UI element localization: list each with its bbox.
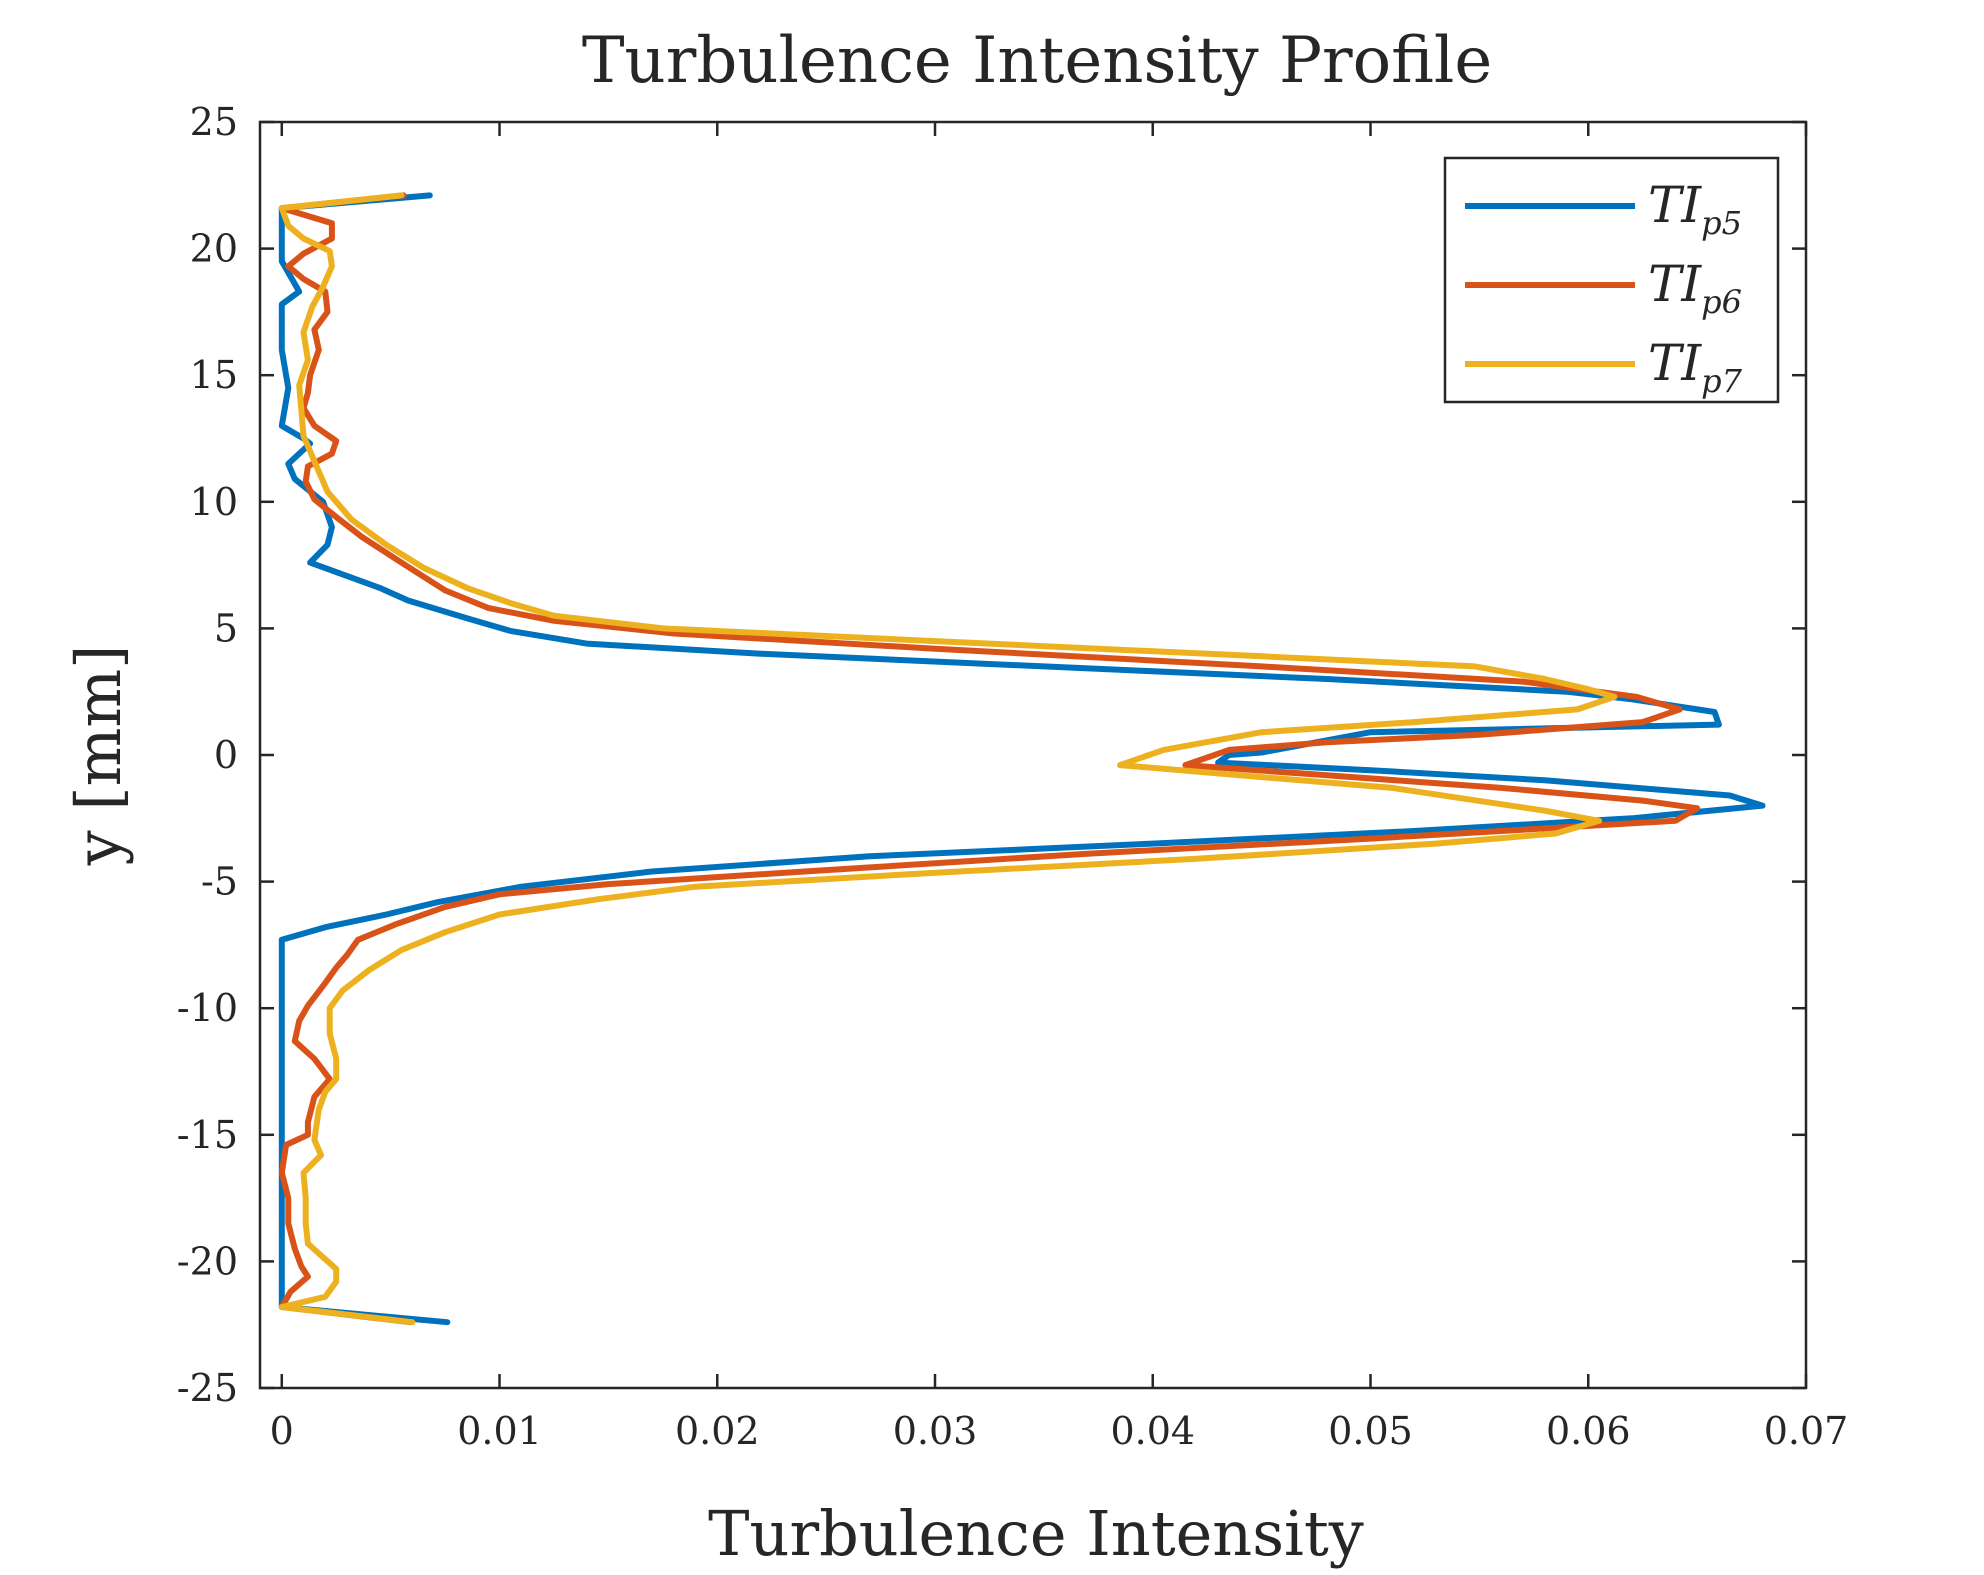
series-line-ti-p6 bbox=[278, 192, 1701, 1326]
x-tick-label: 0.07 bbox=[1764, 1409, 1849, 1453]
y-tick-label: 5 bbox=[214, 606, 238, 650]
series-lines bbox=[278, 192, 1766, 1326]
x-axis-label: Turbulence Intensity bbox=[708, 1497, 1364, 1570]
legend-label: TIp6 bbox=[1648, 255, 1742, 321]
y-tick-label: -25 bbox=[177, 1366, 238, 1410]
y-tick-label: 25 bbox=[190, 100, 238, 144]
legend-label: TIp5 bbox=[1648, 176, 1742, 242]
legend-label: TIp7 bbox=[1648, 334, 1743, 400]
y-tick-label: 20 bbox=[190, 227, 238, 271]
x-tick-label: 0.05 bbox=[1328, 1409, 1413, 1453]
x-tick-label: 0.01 bbox=[457, 1409, 542, 1453]
x-tick-label: 0 bbox=[270, 1409, 294, 1453]
y-tick-label: 0 bbox=[214, 733, 238, 777]
chart-title: Turbulence Intensity Profile bbox=[582, 24, 1492, 98]
y-tick-label: -15 bbox=[177, 1113, 238, 1157]
x-tick-label: 0.06 bbox=[1546, 1409, 1631, 1453]
x-tick-label: 0.02 bbox=[675, 1409, 760, 1453]
y-tick-label: -5 bbox=[201, 860, 238, 904]
y-tick-label: 15 bbox=[190, 353, 238, 397]
plot-frame bbox=[258, 120, 1808, 1390]
series-line-ti-p5 bbox=[278, 192, 1766, 1326]
legend: TIp5 TIp6 TIp7 bbox=[1443, 156, 1780, 404]
y-tick-label: 10 bbox=[190, 480, 238, 524]
y-tick-label: -10 bbox=[177, 986, 238, 1030]
y-tick-label: -20 bbox=[177, 1239, 238, 1283]
legend-box bbox=[1443, 156, 1780, 404]
series-line-ti-p7 bbox=[278, 192, 1618, 1326]
y-axis-label: y [mm] bbox=[62, 645, 135, 867]
x-tick-label: 0.03 bbox=[893, 1409, 978, 1453]
x-tick-label: 0.04 bbox=[1110, 1409, 1195, 1453]
axis-ticks bbox=[260, 120, 1808, 1390]
tick-labels: 0 0.01 0.02 0.03 0.04 0.05 0.06 0.072520151050-… bbox=[177, 100, 1849, 1453]
